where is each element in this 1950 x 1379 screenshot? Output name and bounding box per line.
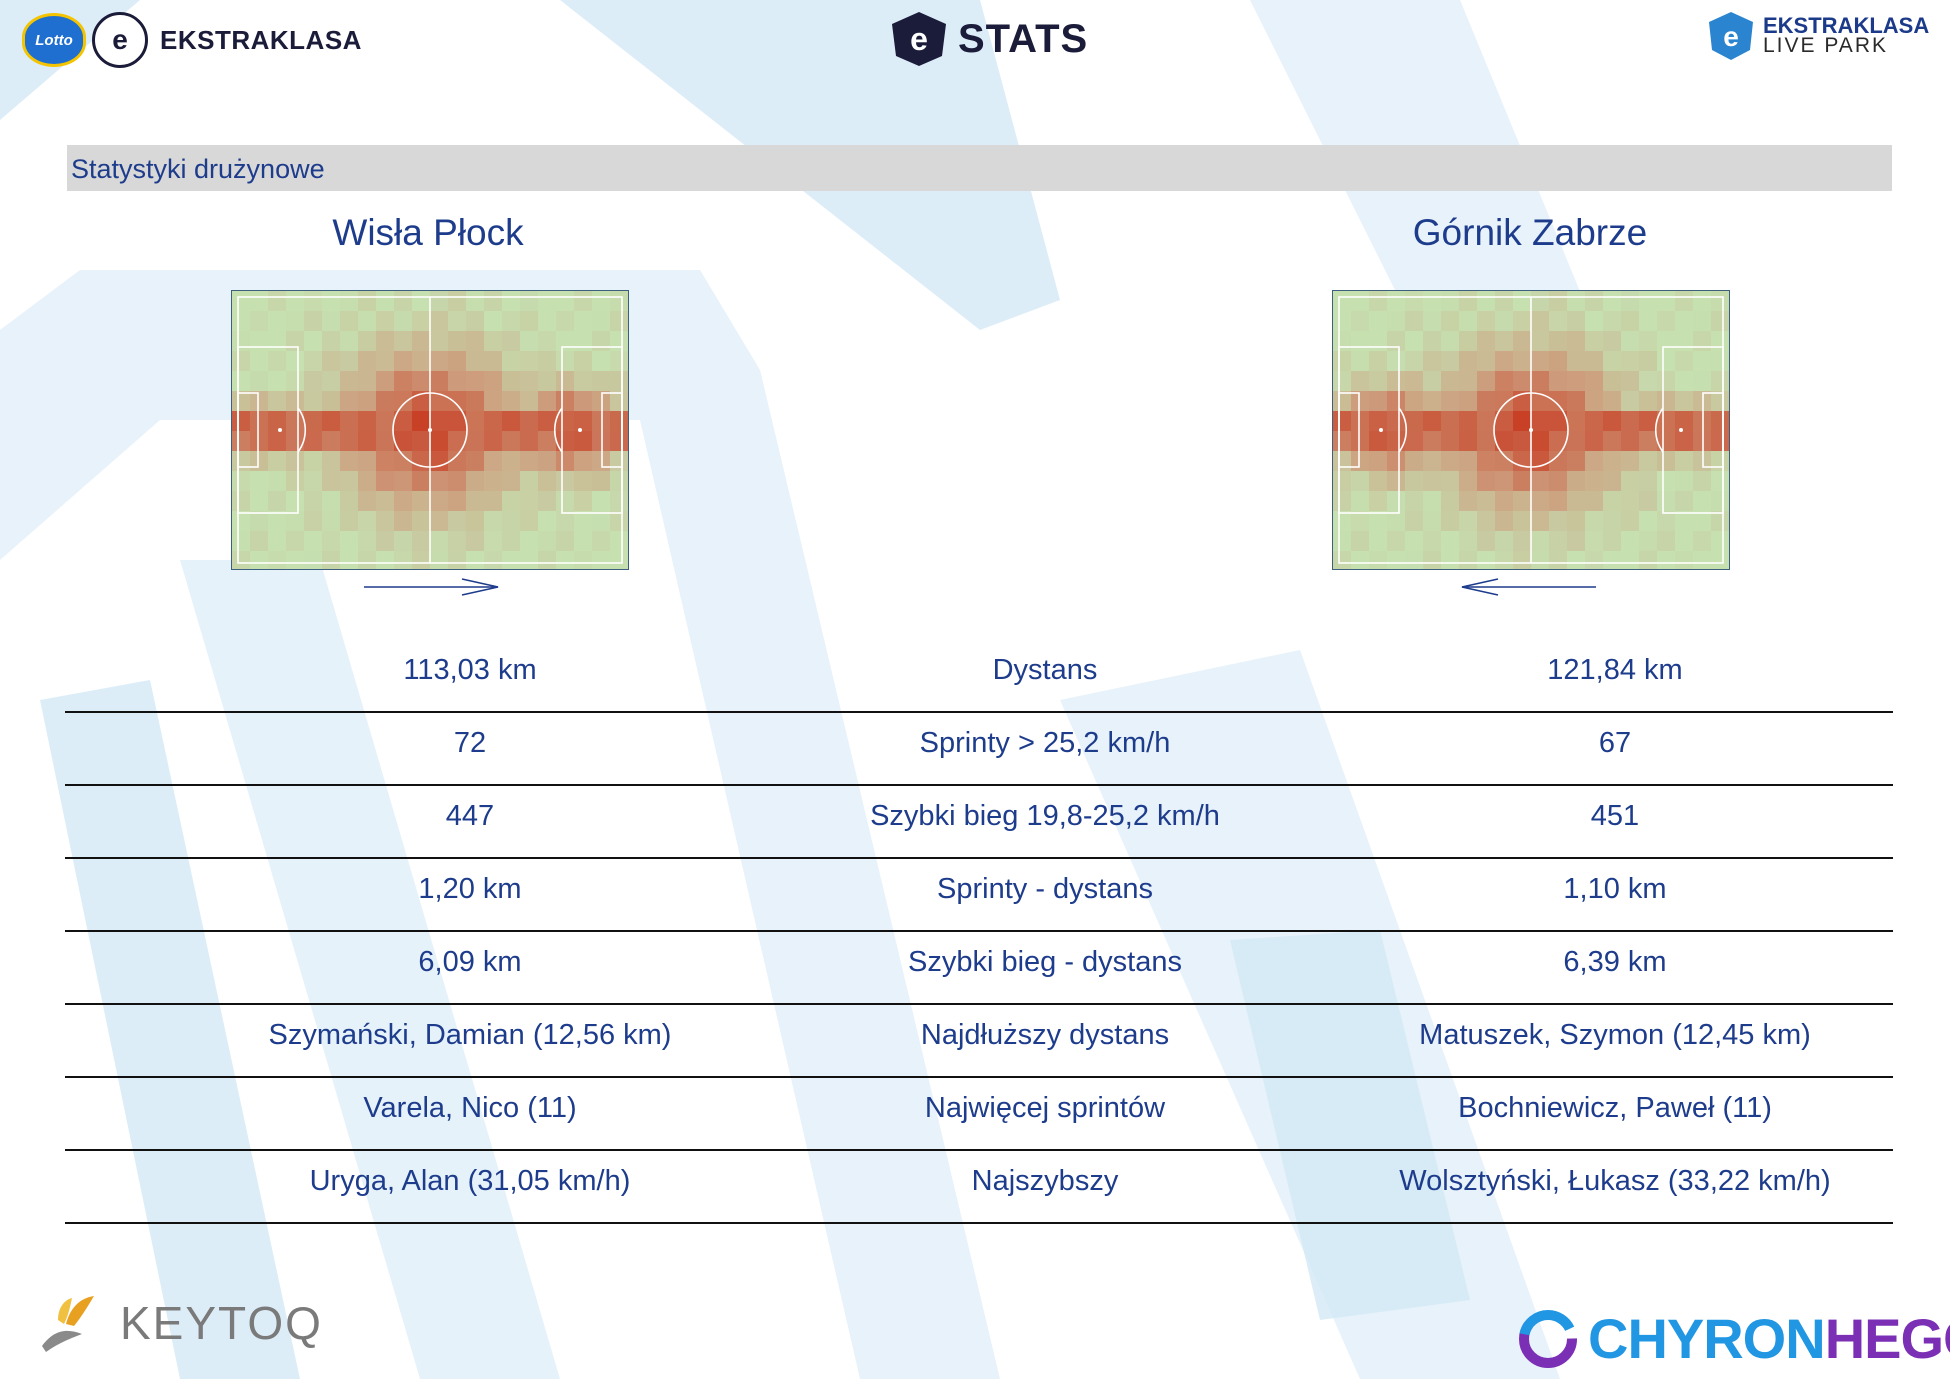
away-attack-direction-arrow (1461, 578, 1596, 596)
stats-row: 6,09 km Szybki bieg - dystans 6,39 km (65, 932, 1893, 1005)
stat-label: Dystans (992, 654, 1098, 686)
estats-shield-icon: e (892, 12, 946, 66)
chyronhego-logo-part1: CHYRON (1588, 1307, 1826, 1370)
section-header: Statystyki drużynowe (67, 145, 1892, 191)
stats-row: 447 Szybki bieg 19,8-25,2 km/h 451 (65, 786, 1893, 859)
stat-label: Szybki bieg - dystans (907, 946, 1182, 978)
away-value: Matuszek, Szymon (12,45 km) (1419, 1019, 1811, 1051)
away-value: 1,10 km (1563, 873, 1667, 905)
away-value: Wolsztyński, Łukasz (33,22 km/h) (1399, 1165, 1831, 1197)
svg-text:e: e (1723, 21, 1739, 52)
stat-label: Najszybszy (971, 1165, 1119, 1197)
home-value: Varela, Nico (11) (363, 1092, 577, 1124)
home-value: 447 (445, 800, 495, 832)
keytoq-emblem-icon (42, 1296, 94, 1352)
away-value: Bochniewicz, Paweł (11) (1458, 1092, 1772, 1124)
live-park-logo-line1: EKSTRAKLASA (1763, 13, 1930, 38)
chyronhego-logo-part2: HEGO (1824, 1307, 1950, 1370)
chyronhego-swirl-icon (1519, 1309, 1577, 1368)
stat-label: Najwięcej sprintów (924, 1092, 1166, 1124)
stats-row: Varela, Nico (11) Najwięcej sprintów Bochn… (65, 1078, 1893, 1151)
estats-logo-text: STATS (958, 16, 1089, 61)
chyronhego-logo-text: CHYRONHEGO (1588, 1306, 1950, 1371)
stats-row: Szymański, Damian (12,56 km) Najdłuższy d… (65, 1005, 1893, 1078)
ekstraklasa-live-park-logo: e EKSTRAKLASA LIVE PARK (1705, 10, 1929, 62)
stat-label: Sprinty > 25,2 km/h (919, 727, 1171, 759)
stats-row: 113,03 km Dystans 121,84 km (65, 640, 1893, 713)
live-park-shield-icon: e (1709, 12, 1753, 60)
stat-label: Szybki bieg 19,8-25,2 km/h (870, 800, 1220, 832)
away-value: 6,39 km (1563, 946, 1667, 978)
away-team-heatmap (1332, 290, 1730, 570)
ekstraklasa-logo: Lotto e EKSTRAKLASA (22, 12, 362, 68)
home-attack-direction-arrow (364, 578, 499, 596)
svg-text:e: e (910, 21, 928, 57)
stats-row: 72 Sprinty > 25,2 km/h 67 (65, 713, 1893, 786)
stats-row: Uryga, Alan (31,05 km/h) Najszybszy Wolszt… (65, 1151, 1893, 1224)
stat-label: Sprinty - dystans (937, 873, 1153, 905)
section-title: Statystyki drużynowe (71, 154, 325, 184)
home-team-name: Wisła Płock (332, 212, 524, 253)
live-park-logo-text: EKSTRAKLASA LIVE PARK (1763, 13, 1930, 57)
stat-label: Najdłuższy dystans (920, 1019, 1170, 1051)
stats-row: 1,20 km Sprinty - dystans 1,10 km (65, 859, 1893, 932)
home-value: Szymański, Damian (12,56 km) (268, 1019, 672, 1051)
ekstraklasa-logo-text: EKSTRAKLASA (160, 24, 362, 55)
keytoq-logo-text: KEYTOQ (120, 1297, 323, 1349)
keytoq-logo: KEYTOQ (36, 1290, 323, 1356)
away-value: 121,84 km (1547, 654, 1683, 686)
chyronhego-logo: CHYRONHEGO (1516, 1306, 1950, 1371)
home-value: 1,20 km (418, 873, 522, 905)
away-value: 451 (1590, 800, 1640, 832)
home-value: 72 (453, 727, 487, 759)
lotto-badge-icon: Lotto (22, 13, 86, 67)
home-value: 113,03 km (403, 654, 537, 686)
away-value: 67 (1598, 727, 1632, 759)
team-stats-table: 113,03 km Dystans 121,84 km 72 Sprinty > 25,… (65, 640, 1893, 1224)
ekstraklasa-ball-icon: e (92, 12, 148, 68)
home-value: 6,09 km (418, 946, 522, 978)
home-value: Uryga, Alan (31,05 km/h) (309, 1165, 631, 1197)
live-park-logo-line2: LIVE PARK (1763, 34, 1888, 57)
estats-logo: e STATS (888, 10, 1088, 68)
away-team-name: Górnik Zabrze (1412, 212, 1648, 253)
home-team-heatmap (231, 290, 629, 570)
